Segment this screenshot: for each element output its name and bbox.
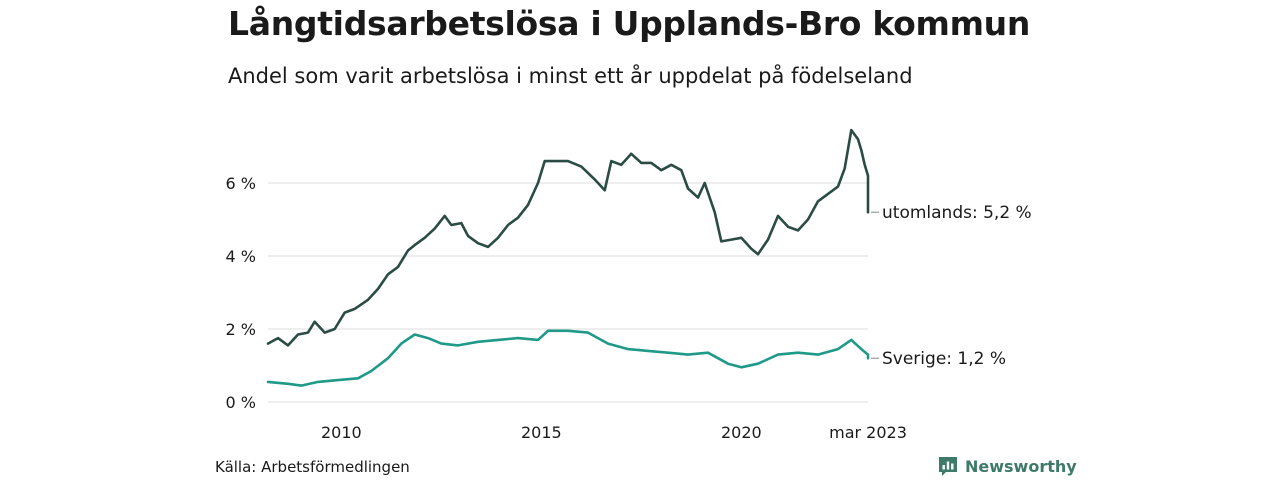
chart-subtitle: Andel som varit arbetslösa i minst ett å… — [228, 64, 913, 88]
x-tick-label-3: mar 2023 — [829, 423, 907, 442]
series-end-label-utomlands: utomlands: 5,2 % — [882, 203, 1032, 223]
y-axis-ticks: 0 % 2 % 4 % 6 % — [226, 174, 256, 412]
source-note: Källa: Arbetsförmedlingen — [215, 458, 410, 476]
series-lines — [266, 128, 870, 387]
y-tick-label-3: 6 % — [226, 174, 256, 193]
x-tick-label-1: 2015 — [521, 423, 562, 442]
series-line-utomlands — [266, 128, 870, 347]
series-line-sverige — [266, 329, 870, 387]
y-tick-label-0: 0 % — [226, 393, 256, 412]
brand-name: Newsworthy — [965, 456, 1077, 476]
y-tick-label-2: 4 % — [226, 247, 256, 266]
chart-title: Långtidsarbetslösa i Upplands-Bro kommun — [228, 4, 1031, 43]
x-axis-ticks: 2010 2015 2020 mar 2023 — [321, 423, 907, 442]
brand-logo: Newsworthy — [937, 455, 1077, 477]
x-tick-label-2: 2020 — [721, 423, 762, 442]
x-tick-label-0: 2010 — [321, 423, 362, 442]
y-tick-label-1: 2 % — [226, 320, 256, 339]
grid-lines — [268, 182, 868, 403]
series-end-label-sverige: Sverige: 1,2 % — [882, 349, 1006, 369]
series-end-labels: utomlands: 5,2 % Sverige: 1,2 % — [871, 203, 1032, 369]
newsworthy-logo-icon — [939, 457, 957, 476]
